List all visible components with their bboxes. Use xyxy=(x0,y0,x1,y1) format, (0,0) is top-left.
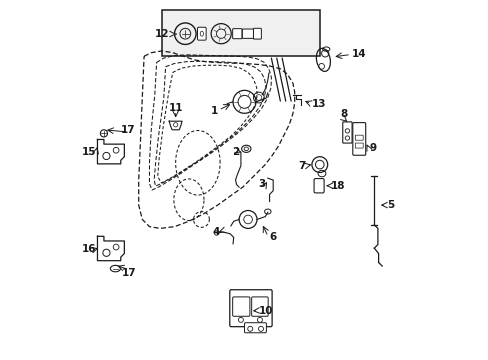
FancyBboxPatch shape xyxy=(251,297,267,316)
Text: 18: 18 xyxy=(330,181,345,191)
FancyBboxPatch shape xyxy=(253,28,261,39)
FancyBboxPatch shape xyxy=(232,29,242,39)
Text: 17: 17 xyxy=(122,267,136,278)
FancyBboxPatch shape xyxy=(162,10,319,56)
Text: 9: 9 xyxy=(368,143,376,153)
FancyBboxPatch shape xyxy=(242,29,253,39)
FancyBboxPatch shape xyxy=(232,297,249,316)
Text: 8: 8 xyxy=(340,109,347,119)
FancyBboxPatch shape xyxy=(355,135,363,140)
FancyBboxPatch shape xyxy=(197,27,206,40)
Text: 14: 14 xyxy=(351,49,366,59)
Text: 17: 17 xyxy=(121,125,135,135)
Text: 4: 4 xyxy=(212,227,220,237)
Text: 7: 7 xyxy=(298,161,305,171)
Text: 15: 15 xyxy=(82,147,97,157)
Text: 11: 11 xyxy=(168,103,183,113)
Text: 16: 16 xyxy=(82,244,97,254)
Text: 1: 1 xyxy=(210,106,217,116)
Text: 6: 6 xyxy=(268,232,276,242)
FancyBboxPatch shape xyxy=(229,290,271,327)
FancyBboxPatch shape xyxy=(352,123,365,155)
Text: 10: 10 xyxy=(258,306,273,315)
FancyBboxPatch shape xyxy=(244,323,266,333)
FancyBboxPatch shape xyxy=(355,143,363,148)
Text: 2: 2 xyxy=(232,147,239,157)
FancyBboxPatch shape xyxy=(342,122,351,143)
Text: 12: 12 xyxy=(154,29,169,39)
FancyBboxPatch shape xyxy=(313,179,324,193)
Text: 3: 3 xyxy=(258,179,265,189)
Text: 5: 5 xyxy=(386,200,394,210)
Text: 13: 13 xyxy=(311,99,326,109)
